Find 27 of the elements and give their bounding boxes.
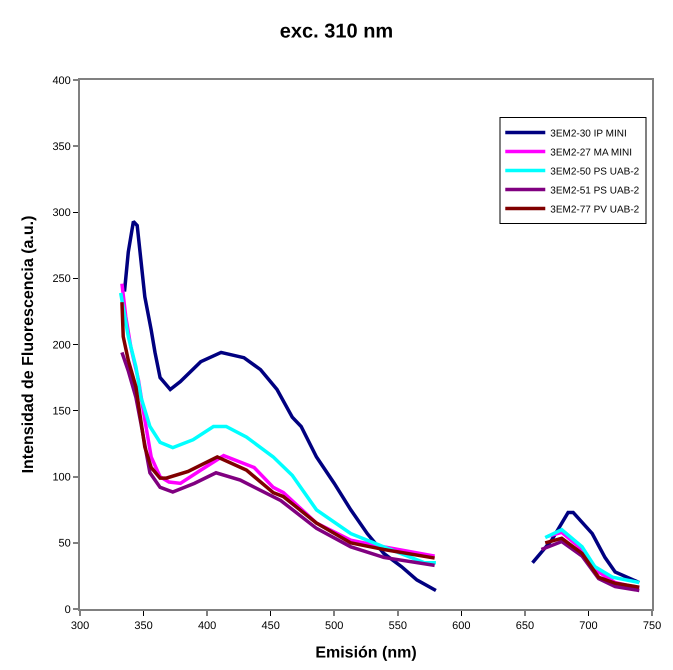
y-tick-label: 350 [52, 140, 71, 153]
x-tick-label: 600 [452, 620, 471, 632]
y-axis-title: Intensidad de Fluorescencia (a.u.) [20, 216, 37, 474]
x-tick-label: 350 [134, 620, 153, 632]
y-tick-label: 400 [52, 74, 71, 87]
x-tick-label: 450 [261, 620, 280, 632]
x-tick-label: 700 [579, 620, 598, 632]
x-tick-label: 550 [388, 620, 407, 632]
x-tick-label: 400 [198, 620, 216, 632]
legend-label: 3EM2-30 IP MINI [550, 128, 627, 140]
legend-label: 3EM2-27 MA MINI [550, 147, 632, 158]
y-tick-label: 0 [64, 604, 71, 616]
x-tick-label: 750 [642, 620, 662, 632]
y-tick-label: 150 [52, 405, 71, 418]
y-tick-label: 200 [52, 339, 71, 352]
y-tick-label: 250 [52, 273, 71, 286]
y-tick-label: 100 [52, 472, 71, 484]
x-tick-label: 500 [325, 620, 344, 632]
x-axis-title: Emisión (nm) [315, 644, 417, 662]
y-tick-label: 300 [52, 207, 71, 220]
legend-label: 3EM2-77 PV UAB-2 [550, 204, 640, 216]
x-tick-label: 650 [516, 620, 534, 632]
y-tick-label: 50 [58, 538, 71, 550]
x-tick-label: 300 [70, 620, 90, 632]
chart-title: exc. 310 nm [280, 20, 394, 42]
legend-label: 3EM2-51 PS UAB-2 [550, 185, 640, 196]
legend-label: 3EM2-50 PS UAB-2 [550, 166, 640, 178]
